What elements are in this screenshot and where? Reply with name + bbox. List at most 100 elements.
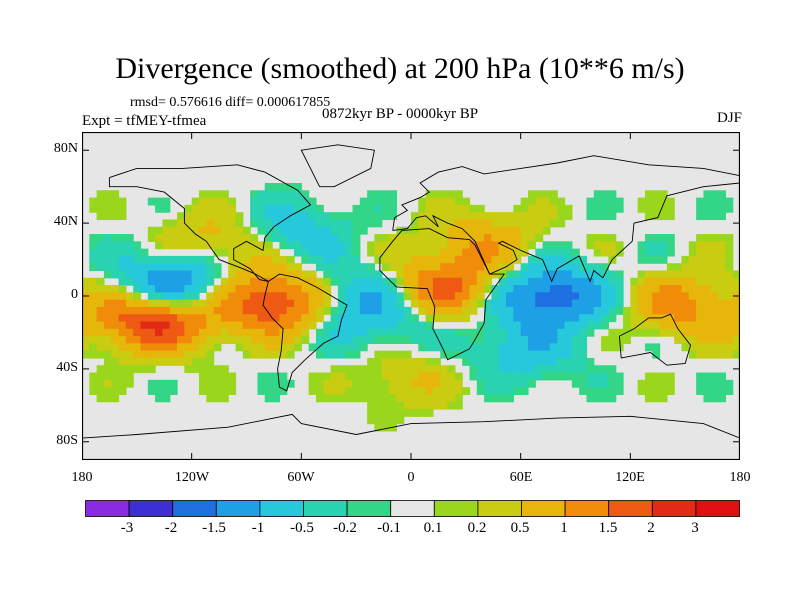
field-cell bbox=[169, 234, 178, 242]
field-cell bbox=[103, 394, 112, 403]
field-cell bbox=[447, 292, 456, 301]
field-cell bbox=[133, 328, 142, 337]
field-cell bbox=[228, 372, 237, 381]
chart-title: Divergence (smoothed) at 200 hPa (10**6 … bbox=[115, 52, 685, 85]
colorbar-label: -0.1 bbox=[377, 520, 401, 536]
field-cell bbox=[184, 263, 193, 272]
field-cell bbox=[703, 387, 712, 395]
field-cell bbox=[140, 263, 149, 272]
field-cell bbox=[513, 285, 522, 293]
field-cell bbox=[279, 204, 288, 213]
field-cell bbox=[542, 306, 551, 315]
field-cell bbox=[111, 263, 120, 272]
field-cell bbox=[330, 263, 339, 272]
field-cell bbox=[644, 394, 653, 403]
field-cell bbox=[220, 204, 229, 213]
colorbar-label: 0.2 bbox=[467, 520, 487, 536]
field-cell bbox=[177, 292, 185, 301]
field-cell bbox=[411, 248, 419, 257]
field-cell bbox=[213, 263, 222, 272]
field-cell bbox=[564, 350, 573, 359]
field-cell bbox=[601, 314, 609, 323]
field-cell bbox=[396, 255, 405, 264]
field-cell bbox=[520, 212, 529, 221]
field-cell bbox=[425, 255, 434, 264]
field-cell bbox=[440, 292, 449, 301]
field-cell bbox=[403, 248, 412, 257]
field-cell bbox=[644, 197, 653, 206]
field-cell bbox=[184, 328, 193, 337]
field-cell bbox=[96, 263, 105, 272]
field-cell bbox=[367, 270, 376, 279]
field-cell bbox=[323, 336, 332, 344]
field-cell bbox=[301, 226, 310, 235]
field-cell bbox=[527, 292, 536, 301]
field-cell bbox=[367, 190, 376, 199]
field-cell bbox=[337, 394, 346, 403]
field-cell bbox=[454, 277, 463, 286]
field-cell bbox=[586, 234, 595, 242]
field-cell bbox=[718, 387, 726, 395]
field-cell bbox=[681, 270, 690, 279]
field-cell bbox=[447, 328, 456, 337]
field-cell bbox=[272, 292, 280, 301]
field-cell bbox=[696, 372, 705, 381]
field-cell bbox=[381, 401, 390, 410]
field-cell bbox=[155, 285, 164, 293]
field-cell bbox=[96, 277, 105, 286]
field-cell bbox=[586, 314, 595, 323]
field-cell bbox=[257, 219, 266, 228]
field-cell bbox=[272, 336, 280, 344]
field-cell bbox=[125, 343, 134, 352]
field-cell bbox=[513, 277, 522, 286]
field-cell bbox=[367, 285, 376, 293]
field-cell bbox=[367, 328, 376, 337]
field-cell bbox=[571, 328, 580, 337]
field-cell bbox=[425, 314, 434, 323]
field-cell bbox=[549, 190, 558, 199]
field-cell bbox=[469, 365, 478, 374]
field-cell bbox=[198, 336, 207, 344]
field-cell bbox=[440, 190, 449, 199]
field-cell bbox=[162, 226, 171, 235]
field-cell bbox=[659, 241, 668, 250]
field-cell bbox=[162, 204, 171, 213]
field-cell bbox=[103, 234, 112, 242]
field-cell bbox=[418, 219, 427, 228]
field-cell bbox=[257, 248, 266, 257]
field-cell bbox=[506, 299, 514, 308]
field-cell bbox=[381, 204, 390, 213]
field-cell bbox=[272, 255, 280, 264]
field-cell bbox=[666, 270, 675, 279]
field-cell bbox=[491, 263, 500, 272]
field-cell bbox=[432, 277, 441, 286]
field-cell bbox=[323, 372, 332, 381]
field-cell bbox=[367, 379, 376, 388]
field-cell bbox=[506, 270, 514, 279]
field-cell bbox=[652, 343, 661, 352]
field-cell bbox=[125, 263, 134, 272]
field-cell bbox=[330, 394, 339, 403]
field-cell bbox=[155, 270, 164, 279]
field-cell bbox=[264, 306, 273, 315]
field-cell bbox=[725, 204, 734, 213]
field-cell bbox=[294, 219, 302, 228]
field-cell bbox=[82, 306, 90, 315]
field-cell bbox=[557, 285, 566, 293]
field-cell bbox=[454, 234, 463, 242]
field-cell bbox=[206, 226, 215, 235]
field-cell bbox=[425, 328, 434, 337]
field-cell bbox=[396, 365, 405, 374]
field-cell bbox=[111, 234, 120, 242]
field-cell bbox=[542, 314, 551, 323]
field-cell bbox=[462, 285, 471, 293]
field-cell bbox=[608, 379, 617, 388]
field-cell bbox=[82, 336, 90, 344]
field-cell bbox=[535, 212, 544, 221]
field-cell bbox=[586, 197, 595, 206]
field-cell bbox=[593, 314, 602, 323]
field-cell bbox=[345, 379, 354, 388]
field-cell bbox=[418, 285, 427, 293]
field-cell bbox=[359, 299, 368, 308]
field-cell bbox=[469, 270, 478, 279]
